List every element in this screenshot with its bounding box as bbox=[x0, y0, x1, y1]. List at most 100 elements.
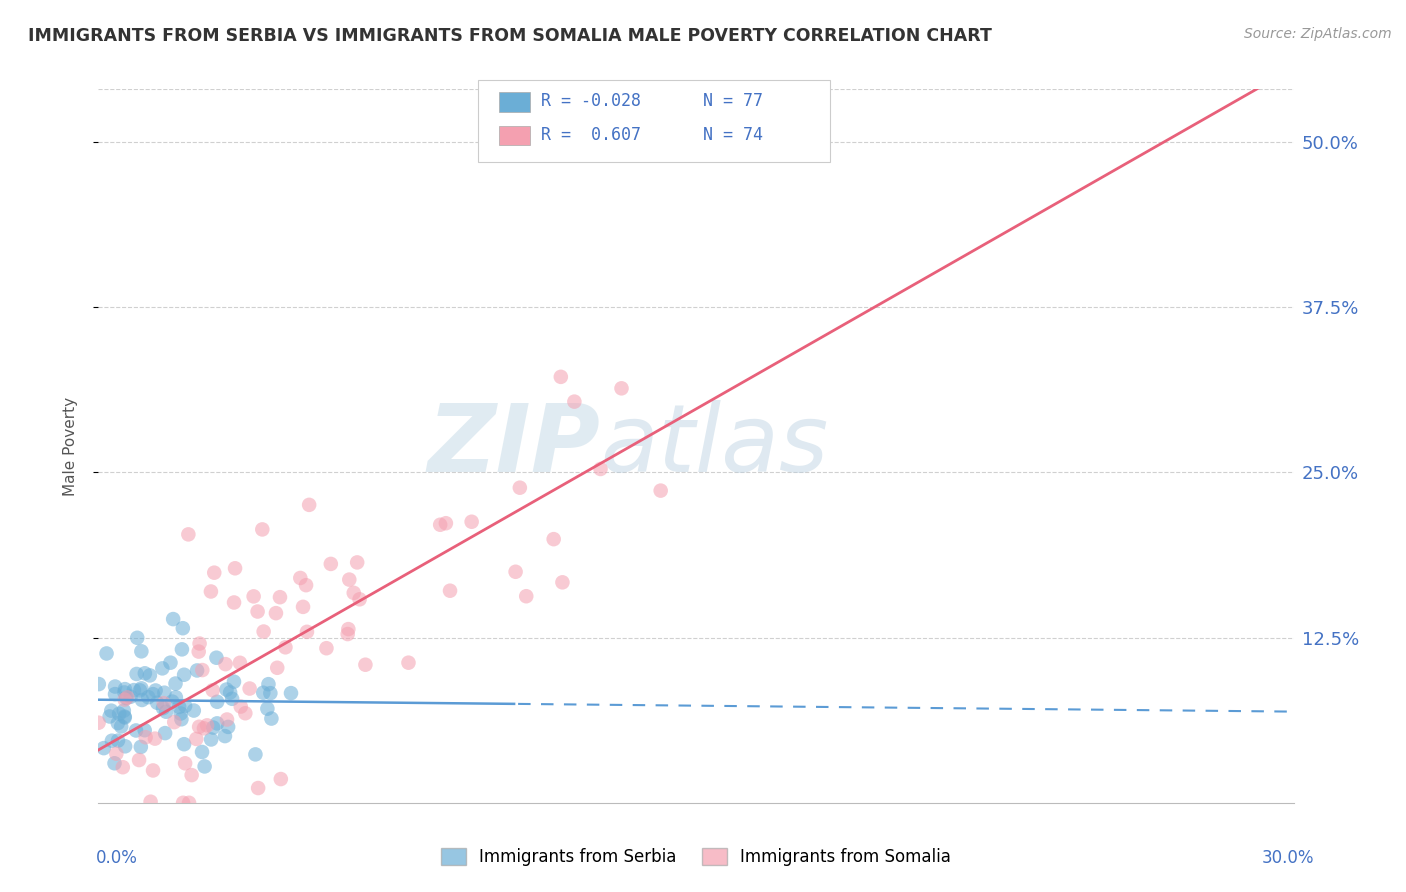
Point bbox=[515, 589, 537, 603]
Text: R = -0.028: R = -0.028 bbox=[541, 92, 641, 110]
Point bbox=[120, 690, 142, 704]
Text: R =  0.607: R = 0.607 bbox=[541, 126, 641, 144]
Point bbox=[111, 760, 134, 774]
Point bbox=[177, 527, 200, 541]
Point bbox=[201, 683, 224, 698]
Point bbox=[145, 683, 167, 698]
Point bbox=[170, 642, 193, 657]
Point bbox=[174, 756, 197, 771]
Point bbox=[139, 668, 162, 682]
Text: 0.0%: 0.0% bbox=[96, 849, 138, 867]
Point bbox=[219, 685, 242, 699]
Point bbox=[146, 696, 169, 710]
Point bbox=[214, 729, 236, 743]
Point bbox=[346, 556, 368, 570]
Point bbox=[174, 698, 197, 713]
Point bbox=[129, 683, 152, 698]
Point bbox=[107, 716, 129, 731]
Point bbox=[245, 747, 267, 762]
Point bbox=[429, 517, 451, 532]
Point bbox=[163, 715, 186, 730]
Point bbox=[162, 695, 184, 709]
Point bbox=[114, 739, 136, 754]
Point bbox=[205, 650, 228, 665]
Point bbox=[187, 644, 209, 658]
Point bbox=[354, 657, 377, 672]
Point bbox=[152, 701, 174, 715]
Point bbox=[270, 772, 292, 786]
Point bbox=[290, 571, 312, 585]
Legend: Immigrants from Serbia, Immigrants from Somalia: Immigrants from Serbia, Immigrants from … bbox=[434, 841, 957, 873]
Point bbox=[105, 747, 128, 761]
Point bbox=[186, 731, 208, 746]
Point bbox=[214, 657, 236, 672]
Point bbox=[125, 667, 148, 681]
Point bbox=[170, 712, 193, 726]
Point bbox=[114, 692, 136, 706]
Point bbox=[108, 706, 131, 721]
Point bbox=[87, 677, 110, 691]
Point bbox=[100, 704, 122, 718]
Point bbox=[152, 696, 174, 710]
Point bbox=[131, 644, 153, 658]
Point bbox=[266, 661, 288, 675]
Y-axis label: Male Poverty: Male Poverty bbox=[63, 396, 77, 496]
Point bbox=[252, 523, 274, 537]
Point bbox=[186, 664, 208, 678]
Text: N = 74: N = 74 bbox=[703, 126, 763, 144]
Point bbox=[264, 606, 287, 620]
Point bbox=[215, 682, 238, 697]
Point bbox=[295, 578, 318, 592]
Point bbox=[257, 677, 280, 691]
Point bbox=[188, 636, 211, 650]
Point bbox=[337, 622, 360, 636]
Point bbox=[114, 682, 136, 697]
Point bbox=[153, 726, 176, 740]
Point bbox=[155, 705, 177, 719]
Point bbox=[172, 796, 194, 810]
Point bbox=[122, 683, 145, 698]
Point bbox=[202, 566, 225, 580]
Point bbox=[114, 710, 136, 724]
Point bbox=[460, 515, 482, 529]
Point bbox=[439, 583, 461, 598]
Point bbox=[165, 676, 187, 690]
Point bbox=[117, 690, 139, 705]
Point bbox=[256, 701, 278, 715]
Point bbox=[114, 709, 136, 723]
Point bbox=[167, 699, 190, 714]
Point bbox=[242, 590, 264, 604]
Point bbox=[135, 731, 157, 745]
Point bbox=[564, 394, 586, 409]
Text: ZIP: ZIP bbox=[427, 400, 600, 492]
Point bbox=[239, 681, 262, 696]
Point bbox=[269, 590, 291, 604]
Point bbox=[173, 737, 195, 751]
Point bbox=[193, 721, 215, 735]
Point bbox=[343, 586, 366, 600]
Point bbox=[253, 624, 276, 639]
Point bbox=[295, 624, 318, 639]
Point bbox=[136, 690, 159, 705]
Point bbox=[222, 674, 245, 689]
Point bbox=[98, 709, 121, 723]
Point bbox=[292, 599, 315, 614]
Point bbox=[134, 723, 156, 738]
Point bbox=[205, 716, 228, 731]
Point bbox=[247, 780, 270, 795]
Point bbox=[246, 605, 269, 619]
Text: 30.0%: 30.0% bbox=[1263, 849, 1315, 867]
Point bbox=[143, 731, 166, 746]
Point bbox=[153, 686, 176, 700]
Point bbox=[170, 706, 193, 721]
Point bbox=[104, 687, 127, 701]
Text: N = 77: N = 77 bbox=[703, 92, 763, 110]
Point bbox=[188, 720, 211, 734]
Point bbox=[195, 718, 218, 732]
Point bbox=[134, 666, 156, 681]
Point bbox=[139, 795, 162, 809]
Point bbox=[128, 753, 150, 767]
Point bbox=[336, 627, 359, 641]
Point bbox=[224, 561, 246, 575]
Point bbox=[87, 715, 110, 730]
